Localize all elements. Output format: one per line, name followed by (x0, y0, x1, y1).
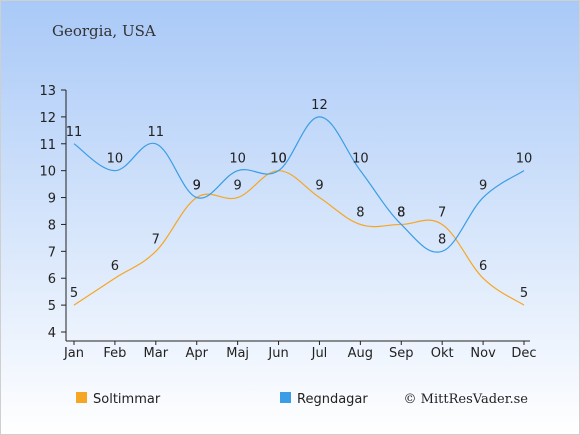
legend: Soltimmar Regndagar (76, 392, 368, 407)
x-tick-label: Nov (470, 346, 496, 361)
data-label-regndagar: 11 (66, 125, 83, 140)
series-line-regndagar (73, 116, 525, 253)
data-label-regndagar: 9 (193, 179, 201, 194)
data-label-regndagar: 10 (107, 152, 124, 167)
x-tick-label: Apr (185, 346, 208, 361)
x-tick-label: Maj (226, 346, 249, 361)
x-tick-label: Feb (103, 346, 126, 361)
data-label-soltimmar: 8 (356, 205, 364, 220)
series-line-soltimmar (73, 170, 525, 306)
y-tick-label: 11 (39, 138, 56, 153)
legend-label-regndagar: Regndagar (297, 392, 368, 407)
data-label-regndagar: 9 (479, 179, 487, 194)
data-label-regndagar: 8 (438, 232, 446, 247)
series-lines (73, 116, 525, 306)
data-label-regndagar: 10 (516, 152, 533, 167)
data-label-soltimmar: 8 (397, 205, 405, 220)
legend-label-soltimmar: Soltimmar (93, 392, 161, 407)
data-label-soltimmar: 7 (152, 232, 160, 247)
y-tick-label: 13 (39, 84, 56, 99)
x-tick-label: Jul (311, 346, 328, 361)
x-tick-label: Aug (348, 346, 373, 361)
y-tick-label: 7 (48, 245, 56, 260)
data-label-soltimmar: 9 (233, 179, 241, 194)
legend-swatch-soltimmar (76, 392, 87, 403)
x-tick-label: Dec (511, 346, 536, 361)
data-label-soltimmar: 5 (70, 286, 78, 301)
data-label-soltimmar: 7 (438, 205, 446, 220)
data-label-regndagar: 11 (148, 125, 165, 140)
data-label-soltimmar: 10 (270, 152, 287, 167)
data-label-regndagar: 10 (229, 152, 246, 167)
data-label-regndagar: 10 (352, 152, 369, 167)
chart-title: Georgia, USA (52, 22, 156, 40)
data-label-regndagar: 12 (311, 98, 328, 113)
legend-swatch-regndagar (280, 392, 291, 403)
data-label-soltimmar: 9 (193, 179, 201, 194)
x-tick-label: Okt (431, 346, 454, 361)
x-tick-label: Jun (267, 346, 288, 361)
y-tick-label: 12 (39, 111, 56, 126)
x-tick-label: Jan (63, 346, 84, 361)
y-tick-label: 9 (48, 192, 56, 207)
y-tick-label: 6 (48, 272, 56, 287)
y-tick-label: 5 (48, 299, 56, 314)
data-label-soltimmar: 9 (315, 179, 323, 194)
data-label-soltimmar: 6 (479, 259, 487, 274)
data-label-regndagar: 8 (397, 205, 405, 220)
y-tick-label: 4 (48, 326, 56, 341)
x-tick-label: Sep (389, 346, 414, 361)
y-tick-label: 8 (48, 218, 56, 233)
data-label-soltimmar: 5 (520, 286, 528, 301)
data-label-soltimmar: 6 (111, 259, 119, 274)
credit-text: © MittResVader.se (404, 392, 529, 407)
data-label-regndagar: 10 (270, 152, 287, 167)
y-tick-label: 10 (39, 165, 56, 180)
x-tick-label: Mar (144, 346, 169, 361)
